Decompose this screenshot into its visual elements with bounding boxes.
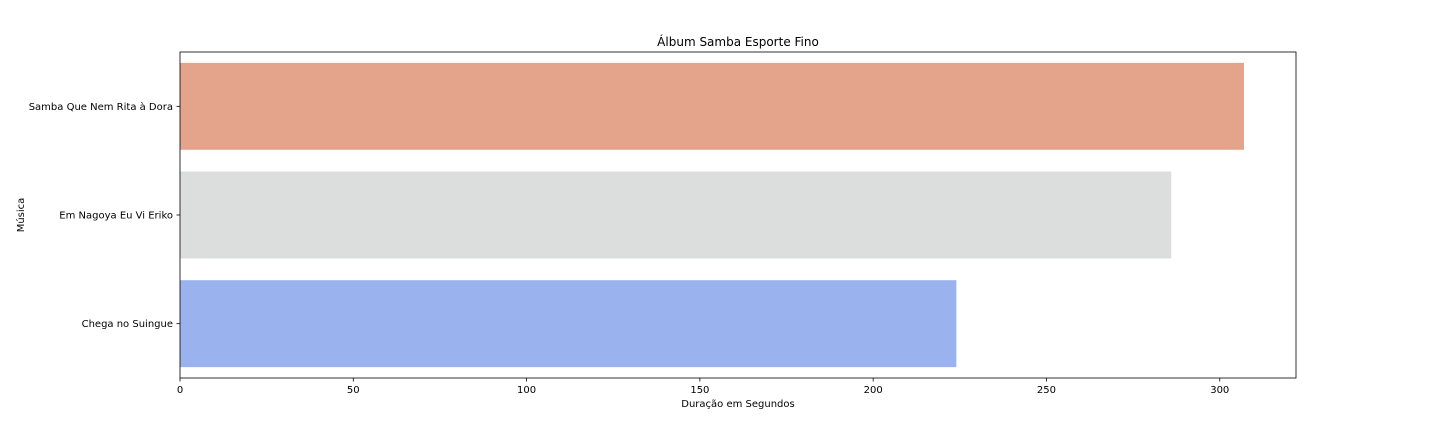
y-tick-label: Em Nagoya Eu Vi Eriko [59,211,173,222]
y-axis-label: Música [15,198,27,233]
y-ticks-group: Samba Que Nem Rita à Dora Em Nagoya Eu Vi… [29,101,180,330]
x-tick-label: 200 [864,385,883,396]
plot-frame [179,51,1297,379]
x-tick-label: 100 [517,385,536,396]
x-axis-label: Duração em Segundos [681,399,794,410]
chart-title: Álbum Samba Esporte Fino [657,34,819,49]
x-tick-label: 50 [347,385,360,396]
y-tick-label: Chega no Suingue [82,319,173,330]
y-tick-label: Samba Que Nem Rita à Dora [29,101,173,113]
bar-1 [180,62,1245,150]
x-tick-label: 150 [690,385,709,396]
x-tick-label: 0 [177,385,183,396]
bar-2 [180,171,1172,259]
x-ticks-group: 0 50 100 150 200 250 300 [177,378,1229,396]
x-tick-label: 300 [1210,385,1229,396]
bar-3 [180,280,957,368]
x-tick-label: 250 [1037,385,1056,396]
bars-group [180,62,1245,368]
